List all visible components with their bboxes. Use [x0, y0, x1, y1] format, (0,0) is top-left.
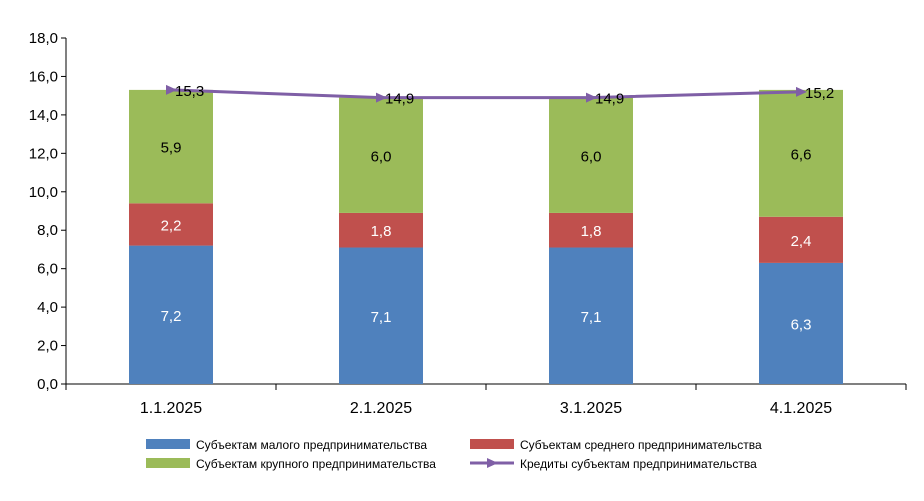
line-value-label: 14,9 — [595, 91, 624, 108]
y-tick-label: 14,0 — [29, 107, 58, 124]
bar-segment — [129, 203, 213, 246]
bar-value-label: 1,8 — [371, 223, 392, 240]
bar-value-label: 6,6 — [791, 146, 812, 163]
y-tick-label: 18,0 — [29, 30, 58, 47]
bar-segment — [759, 262, 843, 384]
x-category-label: 2.1.2025 — [350, 400, 412, 417]
bar-value-label: 6,0 — [581, 148, 602, 165]
bar-segment — [129, 245, 213, 384]
y-tick-label: 2,0 — [37, 338, 58, 355]
line-value-label: 15,3 — [175, 83, 204, 100]
legend-label: Кредиты субъектам предпринимательства — [520, 457, 757, 471]
line-marker — [166, 84, 177, 95]
y-tick-label: 8,0 — [37, 222, 58, 239]
line-series-path — [170, 88, 802, 100]
line-marker — [586, 92, 597, 103]
line-marker — [796, 86, 807, 97]
legend-label: Субъектам крупного предпринимательства — [196, 457, 436, 471]
bar-value-label: 6,0 — [371, 148, 392, 165]
bar-segment — [339, 212, 423, 248]
bar-segment — [339, 247, 423, 384]
bar-value-label: 2,2 — [161, 217, 182, 234]
legend-swatch — [470, 439, 514, 449]
bar-value-label: 1,8 — [581, 223, 602, 240]
legend-label: Субъектам малого предпринимательства — [196, 438, 427, 452]
legend-line-marker — [487, 458, 498, 468]
line-value-label: 15,2 — [805, 85, 834, 102]
bar-value-label: 7,1 — [581, 309, 602, 326]
bar-value-label: 5,9 — [161, 140, 182, 157]
line-marker — [376, 92, 387, 103]
x-category-label: 3.1.2025 — [560, 400, 622, 417]
y-tick-label: 0,0 — [37, 376, 58, 393]
legend-label: Субъектам среднего предпринимательства — [520, 438, 762, 452]
line-value-label: 14,9 — [385, 91, 414, 108]
bar-value-label: 2,4 — [791, 233, 812, 250]
bar-value-label: 6,3 — [791, 316, 812, 333]
y-tick-label: 16,0 — [29, 68, 58, 85]
bar-segment — [759, 89, 843, 217]
bar-value-label: 7,2 — [161, 308, 182, 325]
bar-segment — [549, 247, 633, 384]
bar-segment — [549, 97, 633, 213]
bar-segment — [759, 216, 843, 263]
legend-swatch — [146, 458, 190, 468]
x-category-label: 4.1.2025 — [770, 400, 832, 417]
y-tick-label: 12,0 — [29, 145, 58, 162]
legend-swatch — [146, 439, 190, 449]
bar-value-label: 7,1 — [371, 309, 392, 326]
y-tick-label: 4,0 — [37, 299, 58, 316]
y-tick-label: 6,0 — [37, 261, 58, 278]
y-tick-label: 10,0 — [29, 184, 58, 201]
bar-segment — [339, 97, 423, 213]
x-category-label: 1.1.2025 — [140, 400, 202, 417]
bar-segment — [129, 89, 213, 204]
bar-segment — [549, 212, 633, 248]
